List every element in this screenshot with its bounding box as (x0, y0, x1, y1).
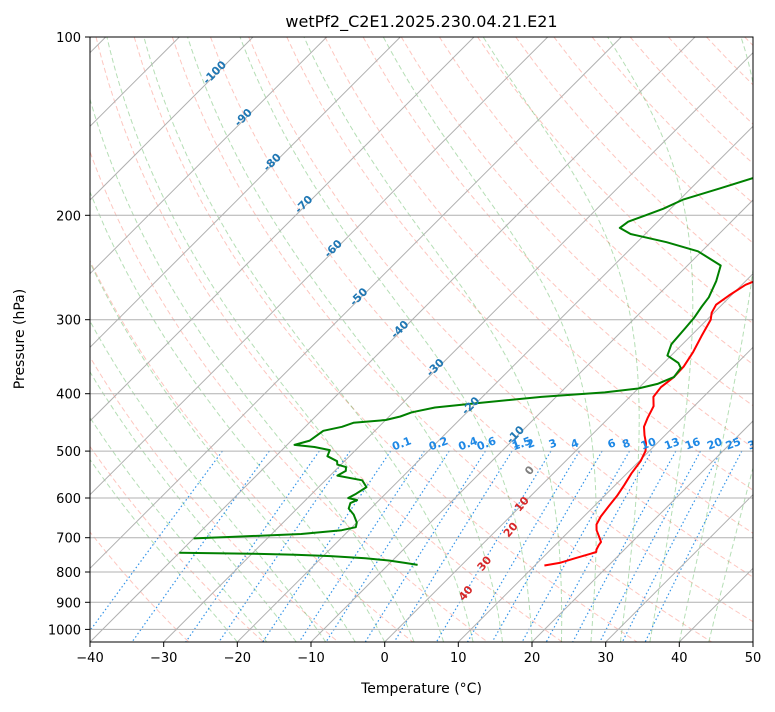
y-tick-label: 200 (56, 209, 81, 224)
x-tick-label: 20 (524, 651, 541, 666)
x-tick-label: 0 (381, 651, 389, 666)
y-tick-label: 100 (56, 31, 81, 46)
x-tick-label: −40 (76, 651, 103, 666)
y-tick-label: 900 (56, 596, 81, 611)
y-tick-label: 400 (56, 388, 81, 403)
x-tick-label: 40 (671, 651, 688, 666)
y-tick-label: 800 (56, 566, 81, 581)
x-tick-label: −10 (297, 651, 324, 666)
x-tick-label: 10 (450, 651, 467, 666)
x-axis-label: Temperature (°C) (360, 681, 482, 697)
chart-title: wetPf2_C2E1.2025.230.04.21.E21 (285, 12, 557, 32)
y-axis-label: Pressure (hPa) (12, 289, 28, 389)
y-tick-label: 700 (56, 532, 81, 547)
y-tick-label: 300 (56, 314, 81, 329)
y-tick-label: 600 (56, 492, 81, 507)
x-tick-label: −20 (224, 651, 251, 666)
x-tick-label: −30 (150, 651, 177, 666)
y-tick-label: 500 (56, 445, 81, 460)
x-tick-label: 30 (597, 651, 614, 666)
y-tick-label: 1000 (48, 623, 81, 638)
x-tick-label: 50 (745, 651, 762, 666)
